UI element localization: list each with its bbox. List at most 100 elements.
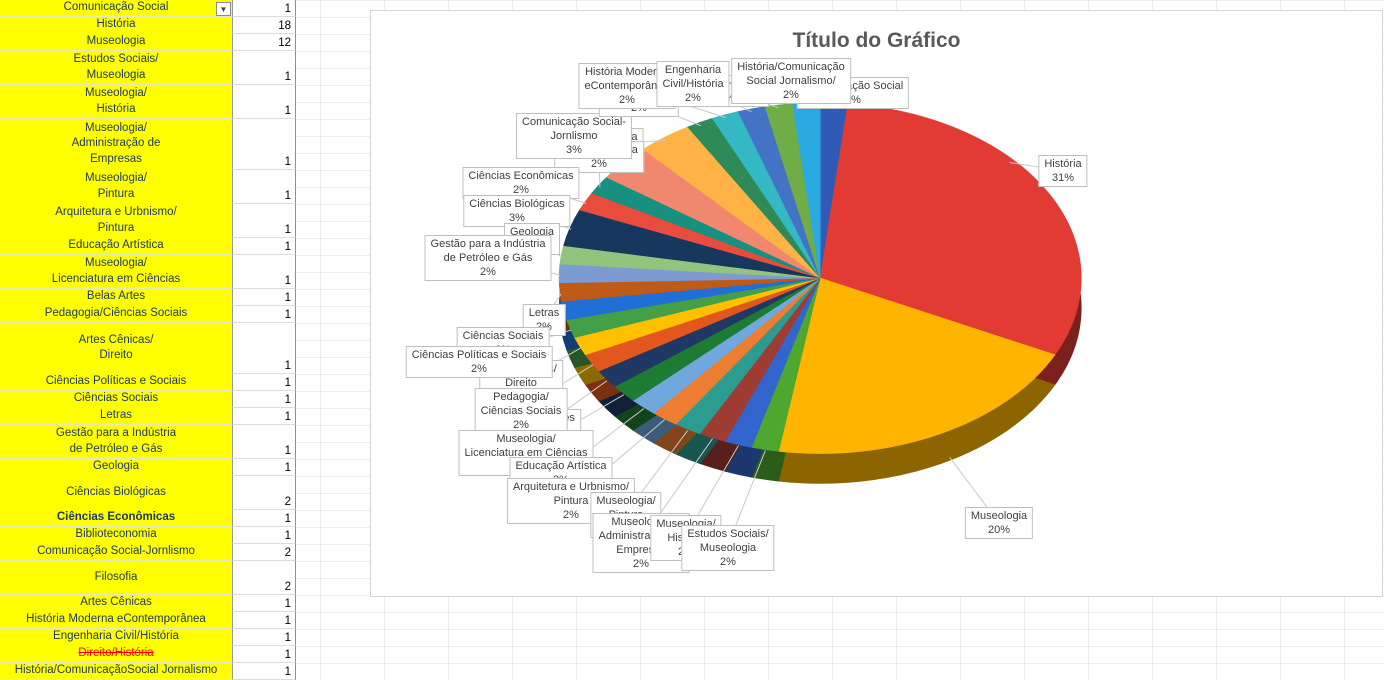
value-cell[interactable]: 1: [233, 629, 296, 646]
pie-label[interactable]: História 31%: [1038, 155, 1088, 187]
category-cell[interactable]: Comunicação Social-Jornlismo: [0, 544, 233, 561]
chart-area[interactable]: Título do Gráfico Comunicação Social2%Fi…: [370, 10, 1383, 597]
category-cell[interactable]: Letras: [0, 408, 233, 425]
value-cell[interactable]: 1: [233, 0, 296, 17]
value-cell[interactable]: 1: [233, 646, 296, 663]
category-cell[interactable]: Belas Artes: [0, 289, 233, 306]
table-row: Museologia/Pintura 1: [0, 170, 296, 204]
category-cell[interactable]: Geologia: [0, 459, 233, 476]
value-cell[interactable]: 1: [233, 663, 296, 680]
value-cell[interactable]: 1: [233, 408, 296, 425]
table-row: Comunicação Social ▼ 1: [0, 0, 296, 17]
value-cell[interactable]: 1: [233, 119, 296, 170]
pie-slice[interactable]: [819, 103, 1082, 356]
value-cell[interactable]: 1: [233, 85, 296, 119]
value-cell[interactable]: 12: [233, 34, 296, 51]
category-cell[interactable]: Museologia/Licenciatura em Ciências: [0, 255, 233, 289]
sheet-table: Comunicação Social ▼ 1 História 18 Museologia…: [0, 0, 296, 680]
category-cell[interactable]: Estudos Sociais/Museologia: [0, 51, 233, 85]
category-cell[interactable]: História: [0, 17, 233, 34]
filter-dropdown-button[interactable]: ▼: [216, 2, 231, 16]
value-cell[interactable]: 1: [233, 238, 296, 255]
value-cell[interactable]: 2: [233, 561, 296, 595]
table-row: Biblioteconomia 1: [0, 527, 296, 544]
table-row: Educação Artística 1: [0, 238, 296, 255]
pie-label[interactable]: Comunicação Social- Jornlismo 3%: [516, 113, 632, 159]
table-row: Belas Artes 1: [0, 289, 296, 306]
category-cell[interactable]: Museologia: [0, 34, 233, 51]
value-cell[interactable]: 18: [233, 17, 296, 34]
table-row: Artes Cênicas 1: [0, 595, 296, 612]
table-row: Engenharia Civil/História 1: [0, 629, 296, 646]
category-cell[interactable]: Educação Artística: [0, 238, 233, 255]
table-row: Museologia/Administração de Empresas 1: [0, 119, 296, 170]
category-cell[interactable]: Comunicação Social ▼: [0, 0, 233, 17]
value-cell[interactable]: 1: [233, 527, 296, 544]
category-cell[interactable]: História/ComunicaçãoSocial Jornalismo: [0, 663, 233, 680]
category-cell[interactable]: Artes Cênicas/Direito: [0, 323, 233, 374]
table-row: História 18: [0, 17, 296, 34]
pie-slice[interactable]: [778, 277, 1056, 454]
pie-label[interactable]: Pedagogia/Ciências Sociais 2%: [474, 388, 568, 434]
category-cell[interactable]: Ciências Econômicas: [0, 510, 233, 527]
category-cell[interactable]: Biblioteconomia: [0, 527, 233, 544]
table-row: Direito/História 1: [0, 646, 296, 663]
table-row: Artes Cênicas/Direito 1: [0, 323, 296, 374]
category-cell[interactable]: Filosofia: [0, 561, 233, 595]
chart-title: Título do Gráfico: [792, 29, 961, 52]
category-cell[interactable]: Ciências Sociais: [0, 391, 233, 408]
table-row: Pedagogia/Ciências Sociais 1: [0, 306, 296, 323]
value-cell[interactable]: 1: [233, 289, 296, 306]
table-row: Comunicação Social-Jornlismo 2: [0, 544, 296, 561]
table-row: Geologia 1: [0, 459, 296, 476]
table-row: Ciências Econômicas 1: [0, 510, 296, 527]
category-cell[interactable]: Direito/História: [0, 646, 233, 663]
table-row: Gestão para a Indústria de Petróleo e Gás…: [0, 425, 296, 459]
value-cell[interactable]: 1: [233, 323, 296, 374]
table-row: Filosofia 2: [0, 561, 296, 595]
category-cell[interactable]: História Moderna eContemporânea: [0, 612, 233, 629]
category-cell[interactable]: Museologia/Pintura: [0, 170, 233, 204]
category-cell[interactable]: Ciências Biológicas: [0, 476, 233, 510]
category-cell[interactable]: Arquitetura e Urbnismo/Pintura: [0, 204, 233, 238]
category-cell[interactable]: Gestão para a Indústria de Petróleo e Gás: [0, 425, 233, 459]
table-row: Estudos Sociais/Museologia 1: [0, 51, 296, 85]
pie-label[interactable]: Ciências Biológicas 3%: [463, 195, 571, 227]
category-cell[interactable]: Pedagogia/Ciências Sociais: [0, 306, 233, 323]
value-cell[interactable]: 1: [233, 391, 296, 408]
value-cell[interactable]: 1: [233, 612, 296, 629]
value-cell[interactable]: 1: [233, 306, 296, 323]
pie-label[interactable]: História/Comunicação Social Jornalismo/2%: [731, 58, 851, 104]
category-cell[interactable]: Ciências Políticas e Sociais: [0, 374, 233, 391]
value-cell[interactable]: 1: [233, 374, 296, 391]
value-cell[interactable]: 1: [233, 459, 296, 476]
pie-label[interactable]: Ciências Econômicas 2%: [462, 167, 580, 199]
value-cell[interactable]: 1: [233, 204, 296, 238]
category-cell[interactable]: Museologia/Administração de Empresas: [0, 119, 233, 170]
table-row: Ciências Sociais 1: [0, 391, 296, 408]
category-cell[interactable]: Museologia/História: [0, 85, 233, 119]
pie-label[interactable]: Ciências Políticas e Sociais 2%: [405, 346, 553, 378]
value-cell[interactable]: 2: [233, 544, 296, 561]
table-row: História Moderna eContemporânea 1: [0, 612, 296, 629]
table-row: Letras 1: [0, 408, 296, 425]
value-cell[interactable]: 1: [233, 425, 296, 459]
pie-label[interactable]: Engenharia Civil/História 2%: [656, 61, 730, 107]
value-cell[interactable]: 1: [233, 170, 296, 204]
category-cell[interactable]: Artes Cênicas: [0, 595, 233, 612]
table-row: História/ComunicaçãoSocial Jornalismo 1: [0, 663, 296, 680]
table-row: Museologia 12: [0, 34, 296, 51]
pie-label[interactable]: Estudos Sociais/Museologia 2%: [681, 525, 775, 571]
category-cell[interactable]: Engenharia Civil/História: [0, 629, 233, 646]
value-cell[interactable]: 2: [233, 476, 296, 510]
table-row: Arquitetura e Urbnismo/Pintura 1: [0, 204, 296, 238]
value-cell[interactable]: 1: [233, 510, 296, 527]
table-row: Ciências Políticas e Sociais 1: [0, 374, 296, 391]
pie-label[interactable]: Gestão para a Indústria de Petróleo e Gás…: [424, 235, 552, 281]
pie-label[interactable]: Museologia 20%: [964, 507, 1034, 539]
value-cell[interactable]: 1: [233, 51, 296, 85]
value-cell[interactable]: 1: [233, 595, 296, 612]
value-cell[interactable]: 1: [233, 255, 296, 289]
table-row: Museologia/História 1: [0, 85, 296, 119]
